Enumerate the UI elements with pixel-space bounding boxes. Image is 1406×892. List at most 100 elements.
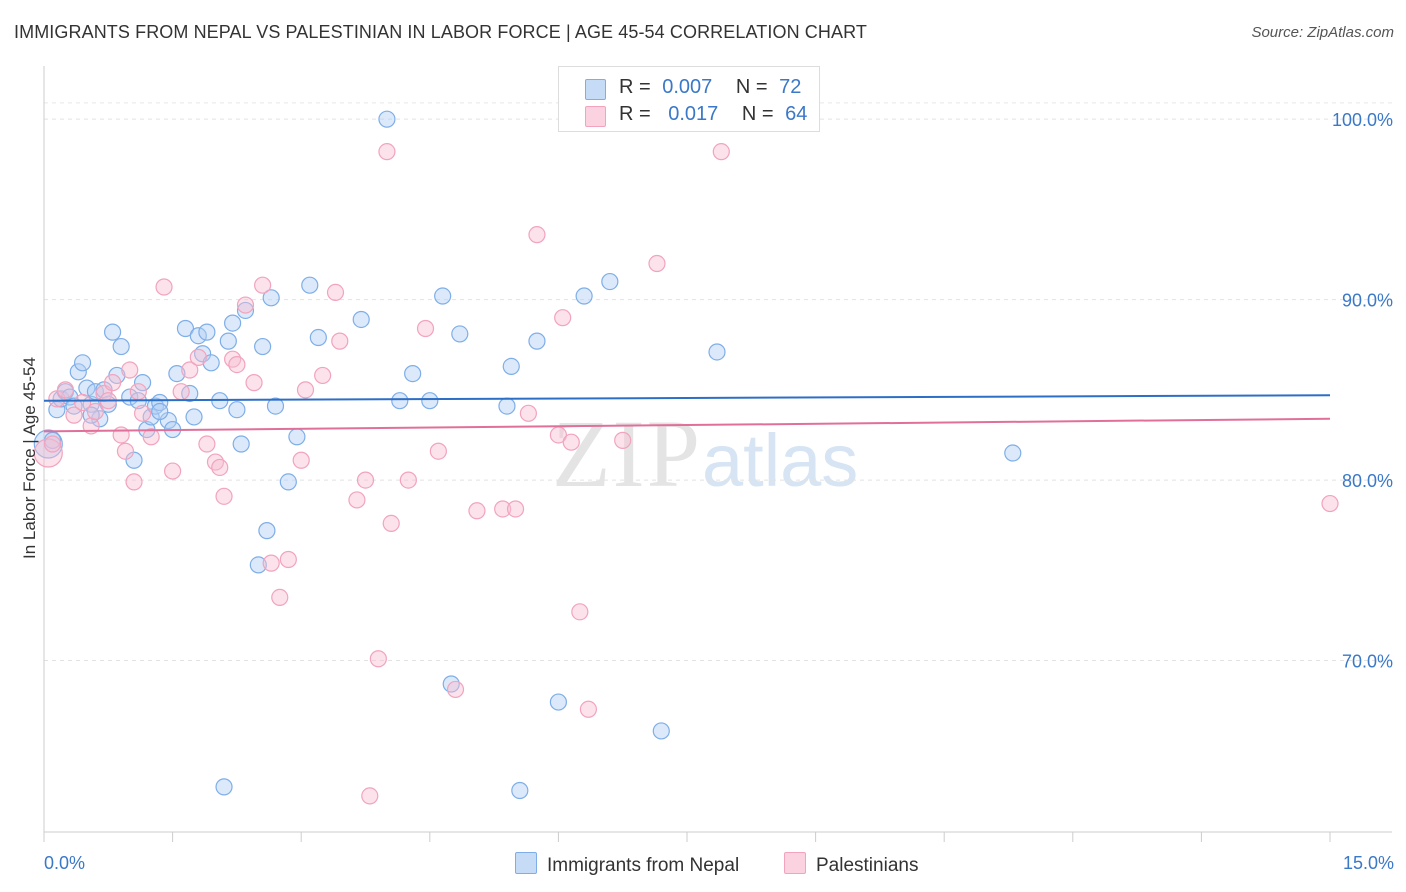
nepal-point [159,411,177,430]
palestinian-point [189,348,207,366]
palestinian-point [314,366,332,385]
nepal-point [1004,444,1022,462]
legend-n-label: N = [735,76,768,98]
chart-title: IMMIGRANTS FROM NEPAL VS PALESTINIAN IN … [14,22,867,42]
palestinian-point [1321,494,1339,513]
nepal-point [279,473,297,491]
bottom-legend-palestinians: Palestinians [784,852,918,877]
palestinian-point [378,143,396,161]
palestinian-point [579,700,598,718]
palestinian-point [382,514,400,533]
palestinian-trend-line [43,417,1331,433]
palestinian-point [279,550,297,569]
nepal-point [181,384,199,403]
bottom-legend-nepal: Immigrants from Nepal [515,852,739,877]
palestinian-point [172,383,190,401]
palestinian-point [361,787,379,805]
nepal-point [502,357,520,375]
nepal-trend-line [43,394,1331,402]
palestinian-point [103,374,122,392]
nepal-point [249,556,267,574]
palestinian-point [155,278,173,296]
palestinian-point [112,426,130,444]
palestinian-point [121,361,139,379]
x-tick-label-max: 15.0% [1342,853,1394,873]
legend-n-value-nepal: 72 [779,76,802,98]
nepal-point [421,392,439,410]
palestinian-point [429,442,447,460]
y-tick-label: 80.0% [1342,471,1393,491]
legend-n-label: N = [741,103,774,125]
nepal-point [185,408,203,426]
legend-r-value-palestinians: 0.017 [668,103,719,125]
palestinian-point [236,296,255,314]
watermark-zip: ZIP [552,400,702,507]
nepal-point [133,374,152,392]
palestinian-point [43,435,62,453]
nepal-point [511,781,529,800]
palestinian-point [164,462,182,480]
nepal-point [189,327,207,345]
nepal-point [652,722,670,740]
legend-swatch-palestinians [585,106,606,127]
palestinian-point [33,438,63,468]
nepal-point [176,319,195,338]
palestinian-point [262,554,280,572]
nepal-point [601,272,619,291]
palestinian-point [296,381,315,399]
palestinian-point [245,374,263,392]
nepal-point [254,337,272,356]
nepal-point [288,428,306,446]
nepal-point [258,522,276,540]
legend-r-label: R = [619,103,651,125]
nepal-point [301,276,319,294]
x-tick-label-min: 0.0% [44,853,86,873]
palestinian-point [73,393,92,412]
nepal-point [378,110,396,128]
nepal-point [236,301,255,320]
watermark-atlas: atlas [702,419,859,502]
palestinian-point [116,442,135,460]
nepal-point [575,287,593,305]
nepal-point [549,693,568,711]
nepal-point [215,778,233,796]
palestinian-point [416,319,435,338]
palestinian-point [181,361,199,379]
bottom-legend-swatch-palestinians [784,852,806,874]
nepal-point [404,365,422,383]
bottom-legend-label-nepal: Immigrants from Nepal [547,855,740,876]
palestinian-point [528,226,546,244]
palestinian-point [142,428,160,446]
nepal-point [434,287,452,305]
palestinian-point [65,406,83,424]
legend-r-value-nepal: 0.007 [662,76,713,98]
nepal-point [125,451,143,469]
nepal-point [708,343,726,361]
nepal-point [202,354,220,372]
palestinian-point [215,487,233,505]
palestinian-point [468,502,486,520]
watermark: ZIPatlas [552,398,858,509]
palestinian-point [614,431,632,449]
palestinian-point [399,471,417,489]
nepal-point [391,392,409,410]
y-axis-label: In Labor Force | Age 45-54 [20,357,39,559]
nepal-point [103,323,122,341]
nepal-point [73,354,92,372]
legend-r-label: R = [619,76,651,98]
nepal-point [451,325,469,343]
palestinian-point [446,680,465,699]
correlation-legend: R = 0.007 N = 72 R = 0.017 N = 64 [558,66,820,132]
palestinian-point [648,254,666,273]
nepal-point [262,289,280,307]
palestinian-point [198,435,216,453]
palestinian-point [554,309,572,327]
nepal-point [142,408,160,426]
nepal-point [228,401,246,419]
y-tick-label: 100.0% [1332,110,1393,130]
palestinian-point [712,143,730,161]
palestinian-point [571,603,589,621]
nepal-point [309,328,327,347]
palestinian-point [292,451,310,469]
